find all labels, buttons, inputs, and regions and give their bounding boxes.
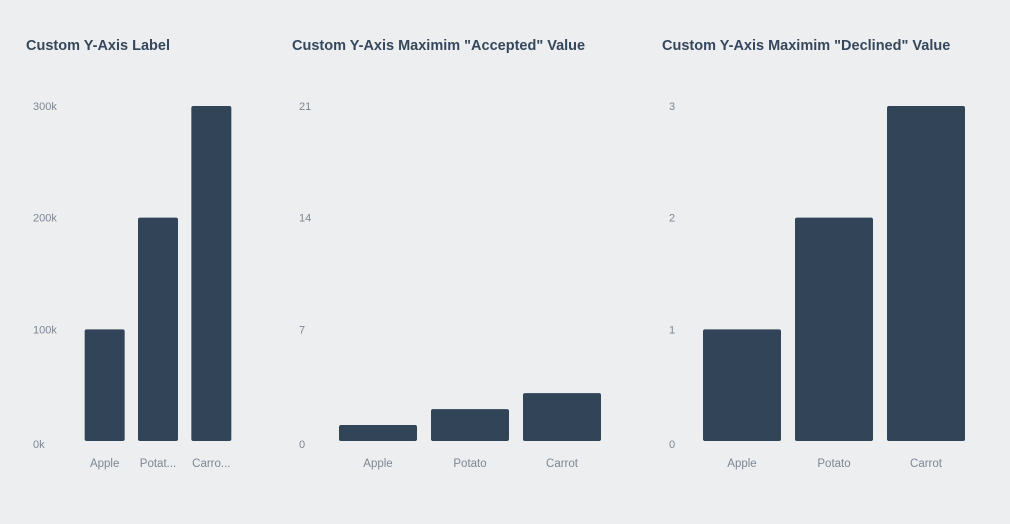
x-tick-label: Potat...	[140, 458, 176, 470]
bar-carrot[interactable]	[887, 106, 965, 441]
x-tick-label: Carrot	[910, 458, 943, 470]
x-tick-label: Apple	[363, 458, 392, 470]
y-tick-label: 14	[299, 213, 311, 225]
y-tick-label: 300k	[33, 101, 57, 113]
y-tick-label: 2	[669, 213, 675, 225]
y-tick-label: 100k	[33, 324, 57, 336]
bar-chart-plot: 0k 100k 200k 300k Apple Potat... Carro...	[33, 101, 232, 470]
bar-carrot[interactable]	[191, 106, 232, 441]
bar-apple[interactable]	[84, 329, 125, 441]
bar-apple[interactable]	[339, 425, 417, 441]
x-tick-label: Potato	[453, 458, 486, 470]
y-tick-label: 0k	[33, 439, 45, 451]
x-tick-label: Apple	[727, 458, 756, 470]
bar-apple[interactable]	[703, 329, 781, 441]
chart-panel-2: Custom Y-Axis Maximim "Accepted" Value 0…	[292, 0, 618, 524]
y-tick-label: 7	[299, 324, 305, 336]
x-tick-label: Carrot	[546, 458, 579, 470]
bar-potato[interactable]	[138, 217, 178, 441]
y-tick-label: 21	[299, 101, 311, 113]
bar-potato[interactable]	[795, 217, 873, 441]
y-tick-label: 1	[669, 324, 675, 336]
chart-title: Custom Y-Axis Maximim "Accepted" Value	[292, 38, 586, 54]
y-tick-label: 200k	[33, 213, 57, 225]
chart-title: Custom Y-Axis Maximim "Declined" Value	[662, 38, 951, 54]
chart-panel-3: Custom Y-Axis Maximim "Declined" Value 0…	[662, 0, 982, 524]
x-tick-label: Apple	[90, 458, 119, 470]
bar-chart-plot: 0 1 2 3 Apple Potato Carrot	[669, 101, 965, 470]
x-tick-label: Potato	[817, 458, 850, 470]
bar-chart-plot: 0 7 14 21 Apple Potato Carrot	[299, 101, 601, 470]
y-tick-label: 3	[669, 101, 675, 113]
chart-title: Custom Y-Axis Label	[26, 38, 170, 54]
bar-carrot[interactable]	[523, 393, 601, 441]
chart-panel-1: Custom Y-Axis Label 0k 100k 200k 300k Apple P…	[26, 0, 250, 524]
y-tick-label: 0	[299, 439, 305, 451]
bar-potato[interactable]	[431, 409, 509, 441]
x-tick-label: Carro...	[192, 458, 230, 470]
y-tick-label: 0	[669, 439, 675, 451]
